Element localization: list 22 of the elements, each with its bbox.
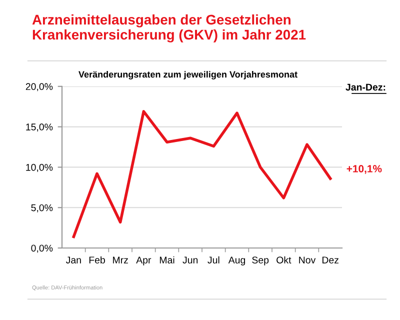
y-tick-label: 5,0%: [31, 204, 53, 212]
text: Jan-Dez:: [346, 84, 386, 91]
x-tick-label: Aug: [228, 256, 246, 266]
x-tick-label: Jul: [208, 256, 220, 264]
x-tick-label: Dez: [322, 256, 338, 264]
x-tick-label: Jun: [182, 256, 198, 264]
chart-subtitle: Veränderungsraten zum jeweiligen Vorjahresmonat: [78, 70, 298, 80]
x-tick-label: Okt: [276, 256, 292, 264]
line-series: [72, 110, 332, 238]
x-tick-label: Jan: [66, 256, 81, 264]
x-tick-label: Mrz: [113, 256, 128, 264]
x-tick-label: Nov: [299, 256, 316, 264]
x-tick-label: Mai: [160, 256, 174, 264]
x-tick-label: Apr: [136, 256, 152, 266]
chart-title: Arzneimittelausgaben der Gesetzlichen Krankenversicherung (GKV) im Jahr 2021: [32, 14, 306, 42]
x-tick-label: Sep: [252, 256, 269, 266]
text: +10,1%: [346, 165, 382, 174]
y-tick-label: 10,0%: [26, 164, 53, 172]
y-tick-label: 20,0%: [26, 83, 53, 92]
y-tick-label: 0,0%: [31, 244, 53, 253]
x-tick-label: Feb: [89, 256, 105, 264]
y-tick-label: 15,0%: [26, 124, 53, 132]
